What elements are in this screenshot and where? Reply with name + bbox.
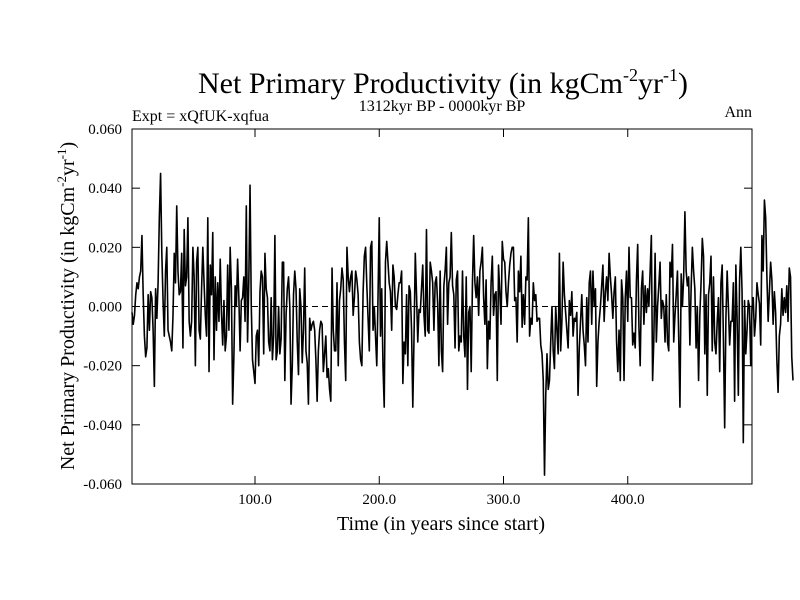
y-tick-label: -0.020 [83, 359, 122, 375]
y-tick-label: -0.060 [83, 477, 122, 493]
x-tick-label: 400.0 [611, 492, 645, 508]
y-tick-label: 0.020 [88, 240, 122, 256]
chart-title: Net Primary Productivity (in kgCm-2yr-1) [198, 65, 688, 100]
expt-label: Expt = xQfUK-xqfua [132, 108, 269, 125]
chart-subtitle: 1312kyr BP - 0000kyr BP [359, 98, 526, 115]
plot-frame [131, 128, 753, 485]
series-line-0 [131, 172, 794, 476]
y-tick-label: 0.040 [88, 181, 122, 197]
x-tick-label: 200.0 [362, 492, 396, 508]
y-tick-label: 0.000 [88, 300, 122, 316]
y-tick-label: -0.040 [83, 418, 122, 434]
y-tick-label: 0.060 [88, 122, 122, 138]
x-tick-label: 100.0 [238, 492, 272, 508]
season-label: Ann [724, 104, 752, 121]
x-axis-label: Time (in years since start) [337, 513, 545, 535]
x-tick-label: 300.0 [487, 492, 521, 508]
y-axis-label: Net Primary Productivity (in kgCm-2yr-1) [54, 142, 79, 470]
